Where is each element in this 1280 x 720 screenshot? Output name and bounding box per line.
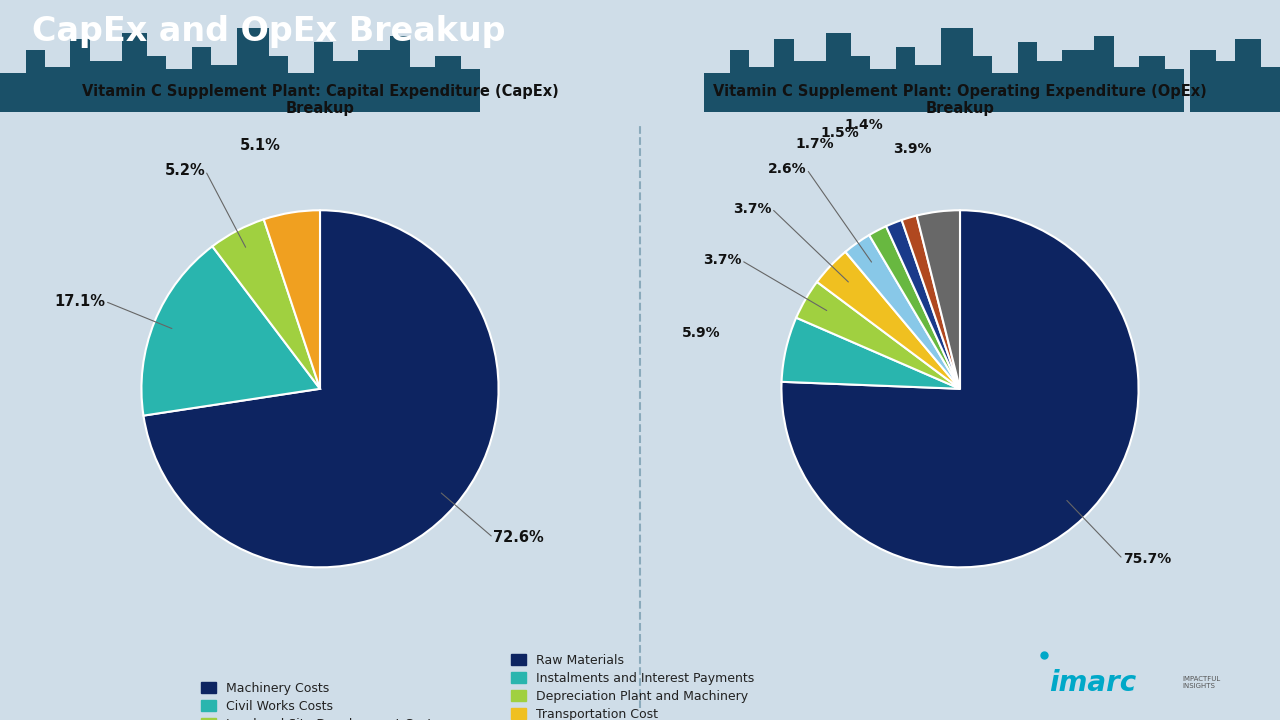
Bar <box>237 28 269 112</box>
Bar <box>730 50 749 112</box>
Bar <box>1037 61 1062 112</box>
Wedge shape <box>142 246 320 415</box>
Text: 3.7%: 3.7% <box>733 202 772 215</box>
Wedge shape <box>886 220 960 389</box>
Bar <box>333 61 358 112</box>
Wedge shape <box>796 282 960 389</box>
Bar <box>1018 42 1037 112</box>
Bar <box>166 69 192 112</box>
Bar <box>1165 69 1184 112</box>
Bar <box>992 73 1018 112</box>
Bar <box>358 50 390 112</box>
Wedge shape <box>212 220 320 389</box>
Bar <box>435 55 461 112</box>
Bar <box>826 33 851 112</box>
Bar <box>896 47 915 112</box>
Wedge shape <box>143 210 498 567</box>
Text: 3.7%: 3.7% <box>703 253 741 267</box>
Text: 72.6%: 72.6% <box>493 531 544 545</box>
Wedge shape <box>869 226 960 389</box>
Bar <box>774 39 794 112</box>
Bar <box>1062 50 1094 112</box>
Bar <box>70 39 90 112</box>
Bar <box>192 47 211 112</box>
Bar <box>26 50 45 112</box>
Bar <box>794 61 826 112</box>
Text: imarc: imarc <box>1050 669 1137 696</box>
Title: Vitamin C Supplement Plant: Operating Expenditure (OpEx)
Breakup: Vitamin C Supplement Plant: Operating Ex… <box>713 84 1207 116</box>
Text: 5.2%: 5.2% <box>165 163 205 178</box>
Bar <box>147 55 166 112</box>
Bar <box>1235 39 1261 112</box>
Text: 5.9%: 5.9% <box>681 325 721 340</box>
Bar <box>851 55 870 112</box>
Legend: Machinery Costs, Civil Works Costs, Land and Site Development Costs, Other Capit: Machinery Costs, Civil Works Costs, Land… <box>201 682 439 720</box>
Bar <box>870 69 896 112</box>
Bar <box>211 65 237 112</box>
Text: IMPACTFUL
INSIGHTS: IMPACTFUL INSIGHTS <box>1183 676 1221 689</box>
Bar <box>749 67 774 112</box>
Bar <box>314 42 333 112</box>
Legend: Raw Materials, Instalments and Interest Payments, Depreciation Plant and Machine: Raw Materials, Instalments and Interest … <box>511 654 754 720</box>
Text: 1.5%: 1.5% <box>820 126 860 140</box>
Wedge shape <box>901 215 960 389</box>
Bar <box>0 73 26 112</box>
Bar <box>1216 61 1235 112</box>
Text: 1.4%: 1.4% <box>845 118 883 132</box>
Wedge shape <box>916 210 960 389</box>
Bar <box>704 73 730 112</box>
Wedge shape <box>782 210 1138 567</box>
Bar <box>410 67 435 112</box>
Bar <box>941 28 973 112</box>
Bar <box>122 33 147 112</box>
Bar <box>461 69 480 112</box>
Bar <box>973 55 992 112</box>
Text: 5.1%: 5.1% <box>239 138 280 153</box>
Wedge shape <box>782 318 960 389</box>
Bar <box>1190 50 1216 112</box>
Text: 1.7%: 1.7% <box>796 138 835 151</box>
Text: CapEx and OpEx Breakup: CapEx and OpEx Breakup <box>32 14 506 48</box>
Text: 2.6%: 2.6% <box>768 162 806 176</box>
Bar <box>1261 67 1280 112</box>
Bar <box>269 55 288 112</box>
Bar <box>90 61 122 112</box>
Title: Vitamin C Supplement Plant: Capital Expenditure (CapEx)
Breakup: Vitamin C Supplement Plant: Capital Expe… <box>82 84 558 116</box>
Wedge shape <box>845 235 960 389</box>
Bar <box>45 67 70 112</box>
Bar <box>1114 67 1139 112</box>
Bar <box>390 36 410 112</box>
Bar <box>915 65 941 112</box>
Wedge shape <box>264 210 320 389</box>
Text: 75.7%: 75.7% <box>1123 552 1171 566</box>
Wedge shape <box>817 252 960 389</box>
Bar <box>1139 55 1165 112</box>
Text: 3.9%: 3.9% <box>893 143 932 156</box>
Bar <box>1094 36 1114 112</box>
Bar <box>288 73 314 112</box>
Text: 17.1%: 17.1% <box>54 294 105 309</box>
